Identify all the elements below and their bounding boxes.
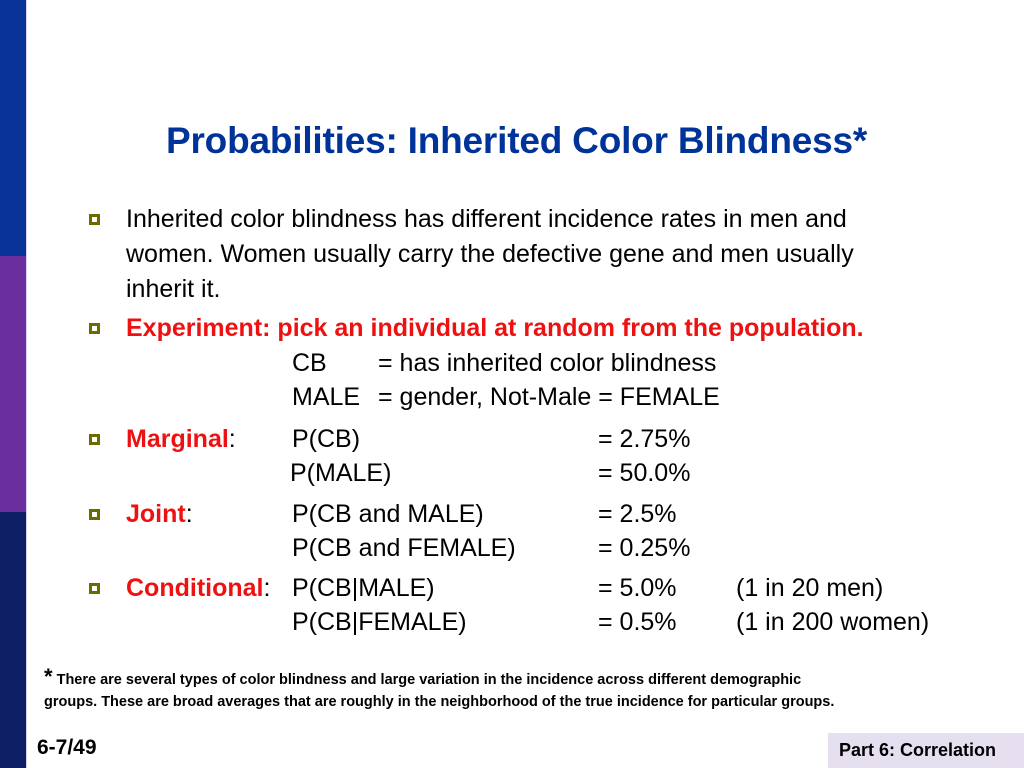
marginal-expr-1: P(CB) <box>292 425 361 453</box>
conditional-note-1: (1 in 20 men) <box>736 574 884 602</box>
joint-colon: : <box>185 500 193 528</box>
marginal-label: Marginal <box>126 425 229 453</box>
joint-label: Joint <box>126 500 186 528</box>
joint-expr-1: P(CB and MALE) <box>292 500 484 528</box>
joint-expr-2: P(CB and FEMALE) <box>292 534 516 562</box>
intro-line-3: inherit it. <box>126 275 221 303</box>
slide-title: Probabilities: Inherited Color Blindness… <box>166 120 868 161</box>
sidebar-decoration <box>0 0 26 768</box>
sidebar-segment-navy <box>0 512 26 768</box>
definition-term-cb: CB <box>292 349 327 377</box>
conditional-heading: Conditional: <box>126 573 270 603</box>
intro-line-1: Inherited color blindness has different … <box>126 205 847 233</box>
marginal-value-2: = 50.0% <box>598 459 691 487</box>
sidebar-edge <box>26 0 27 768</box>
sidebar-segment-blue <box>0 0 26 256</box>
intro-line-2: women. Women usually carry the defective… <box>126 240 854 268</box>
experiment-label: Experiment: pick an individual at random… <box>126 314 864 342</box>
bullet-square-icon <box>89 214 100 225</box>
part-label: Part 6: Correlation <box>839 740 997 760</box>
page-number: 6-7/49 <box>37 736 97 759</box>
conditional-value-1: = 5.0% <box>598 574 677 602</box>
definition-value-male: = gender, Not-Male = FEMALE <box>378 383 720 411</box>
marginal-expr-2: P(MALE) <box>290 459 392 487</box>
conditional-note-2: (1 in 200 women) <box>736 608 930 636</box>
joint-value-1: = 2.5% <box>598 500 677 528</box>
bullet-square-icon <box>89 583 100 594</box>
conditional-expr-1: P(CB|MALE) <box>292 574 435 602</box>
footnote-asterisk: * <box>44 664 53 689</box>
definition-term-male: MALE <box>292 383 361 411</box>
bullet-square-icon <box>89 434 100 445</box>
footnote-line-1: There are several types of color blindne… <box>52 672 802 688</box>
bullet-square-icon <box>89 509 100 520</box>
sidebar-segment-purple <box>0 256 26 512</box>
part-label-box: Part 6: Correlation <box>828 733 1024 768</box>
conditional-expr-2: P(CB|FEMALE) <box>292 608 467 636</box>
marginal-heading: Marginal: <box>126 424 236 454</box>
joint-value-2: = 0.25% <box>598 534 691 562</box>
footnote-line-2: groups. These are broad averages that ar… <box>44 694 835 710</box>
marginal-value-1: = 2.75% <box>598 425 691 453</box>
joint-heading: Joint: <box>126 499 193 529</box>
conditional-label: Conditional <box>126 574 264 602</box>
bullet-square-icon <box>89 323 100 334</box>
marginal-colon: : <box>228 425 236 453</box>
footnote: * There are several types of color blind… <box>44 666 1004 713</box>
definition-value-cb: = has inherited color blindness <box>378 349 717 377</box>
conditional-value-2: = 0.5% <box>598 608 677 636</box>
conditional-colon: : <box>263 574 271 602</box>
